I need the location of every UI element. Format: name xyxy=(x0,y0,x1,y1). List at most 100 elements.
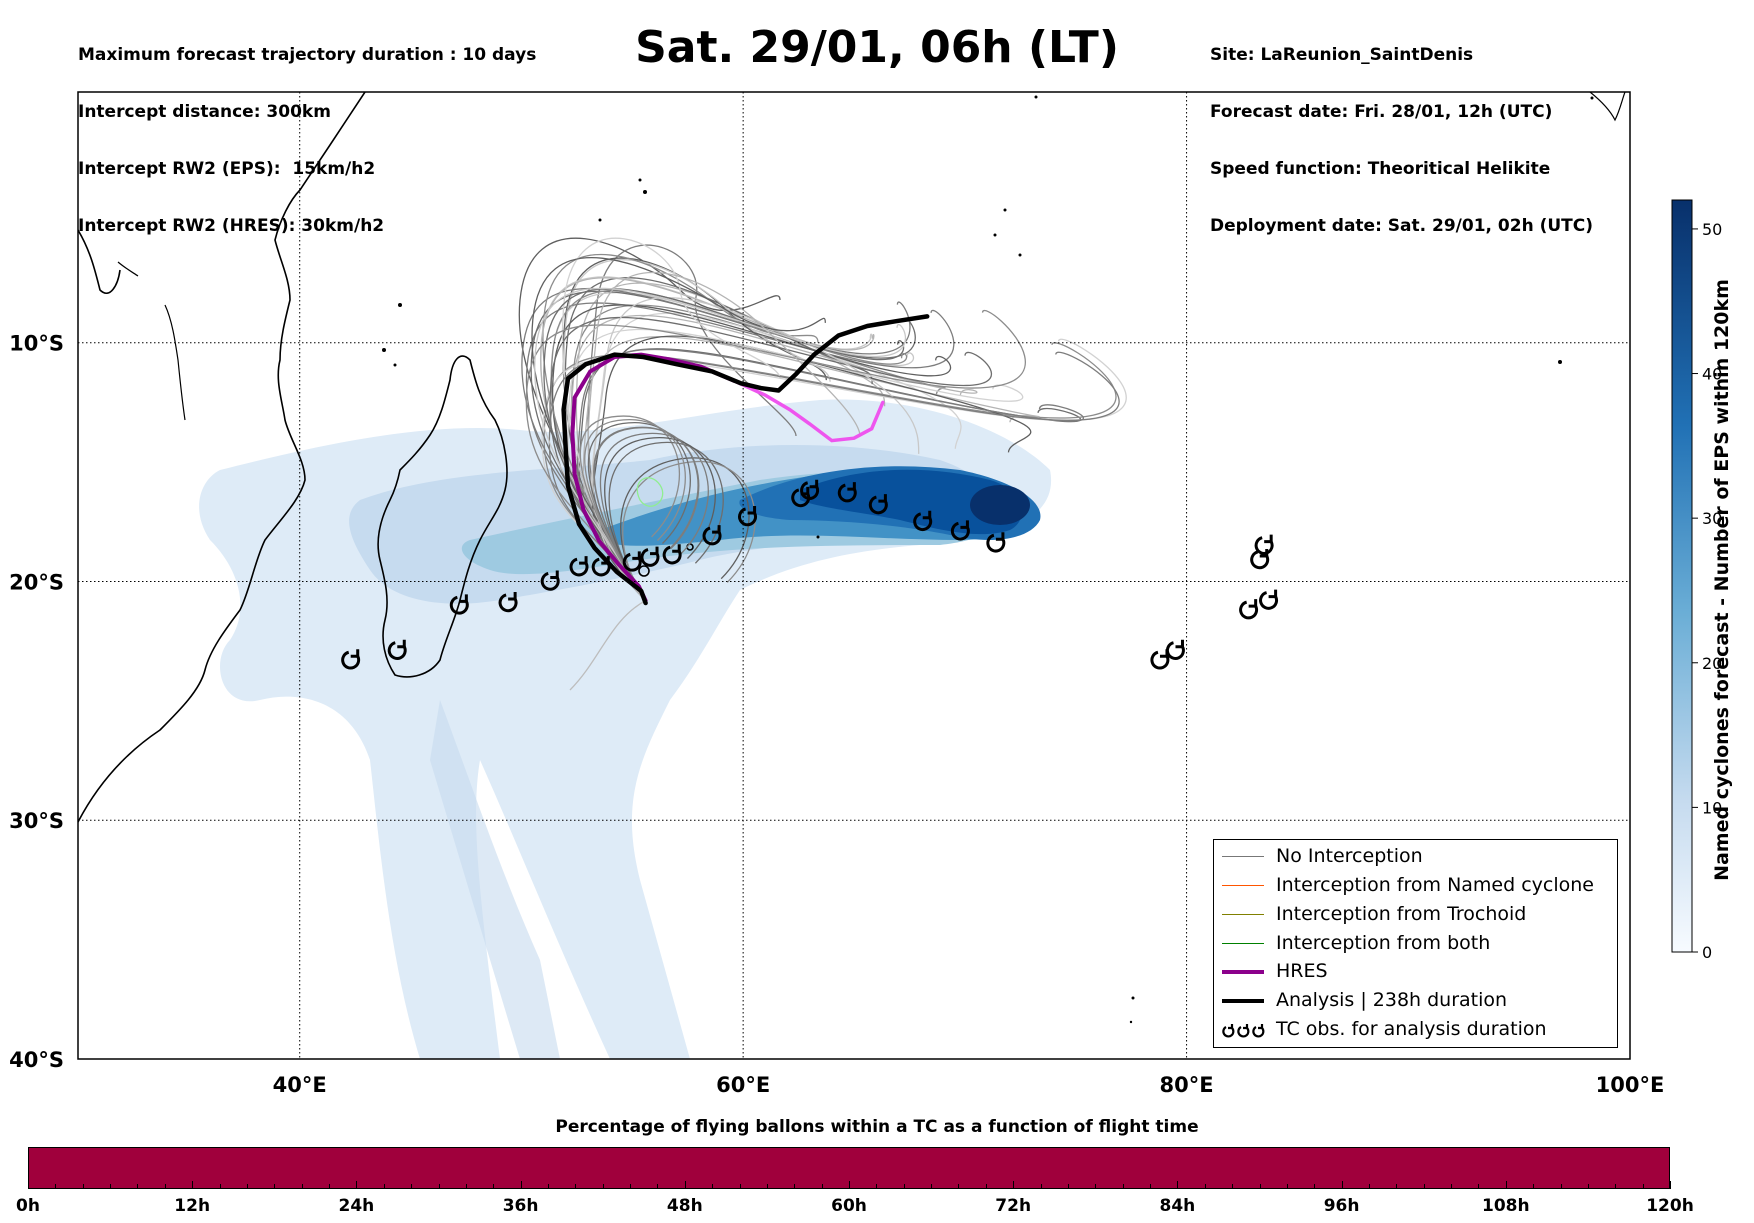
lon-label: 80°E xyxy=(1160,1073,1214,1097)
info-duration: Maximum forecast trajectory duration : 1… xyxy=(78,45,537,65)
legend-item-trochoid: Interception from Trochoid xyxy=(1214,902,1617,928)
tc-obs-icon xyxy=(1222,1024,1265,1038)
hres-track xyxy=(570,352,737,603)
eps-track xyxy=(569,599,646,691)
flight-time-tick-mark xyxy=(411,1184,413,1189)
flight-time-tick-mark xyxy=(1451,1184,1453,1189)
flight-time-tick-mark xyxy=(465,1184,467,1189)
tc-obs-marker xyxy=(868,494,888,515)
flight-time-tick-label: 36h xyxy=(502,1196,539,1216)
flight-time-tick-mark xyxy=(1150,1184,1152,1189)
eps-track xyxy=(552,304,952,601)
colorbar-tick-label: 10 xyxy=(1702,798,1722,817)
hres-track-late xyxy=(732,379,885,443)
tc-obs-marker xyxy=(341,649,361,670)
colorbar-ticks: 0 10 20 30 40 50 xyxy=(1692,220,1722,962)
legend-item-both: Interception from both xyxy=(1214,931,1617,957)
flight-time-tick-mark xyxy=(876,1184,878,1189)
flight-time-tick-mark xyxy=(630,1184,632,1189)
info-site: Site: LaReunion_SaintDenis xyxy=(1210,45,1474,65)
info-rw2-eps: Intercept RW2 (EPS): 15km/h2 xyxy=(78,159,376,179)
eps-track xyxy=(599,432,709,601)
map-frame xyxy=(77,91,1631,1060)
run-info-right: Site: LaReunion_SaintDenis Forecast date… xyxy=(1210,8,1593,255)
info-deployment-date: Deployment date: Sat. 29/01, 02h (UTC) xyxy=(1210,216,1594,236)
lon-label: 60°E xyxy=(716,1073,770,1097)
tc-obs-marker xyxy=(1254,534,1274,555)
flight-time-tick-mark xyxy=(766,1184,768,1189)
flight-time-tick-mark xyxy=(1560,1184,1562,1189)
eps-track xyxy=(543,342,1117,601)
page-title: Sat. 29/01, 06h (LT) xyxy=(635,22,1119,73)
flight-time-tick-mark xyxy=(1423,1184,1425,1189)
tc-obs-marker xyxy=(1150,649,1170,670)
flight-time-tick-mark xyxy=(657,1184,659,1189)
tc-obs-marker xyxy=(662,544,682,565)
islands xyxy=(382,95,1594,1024)
flight-time-tick-label: 12h xyxy=(174,1196,211,1216)
flight-time-tick-mark xyxy=(493,1184,495,1189)
flight-time-tick-mark xyxy=(1177,1181,1179,1189)
flight-time-tick-mark xyxy=(1533,1184,1535,1189)
flight-time-tick-mark xyxy=(1122,1184,1124,1189)
map-legend: No Interception Interception from Named … xyxy=(1213,839,1618,1048)
tc-obs-marker xyxy=(702,525,722,546)
legend-item-hres: HRES xyxy=(1214,959,1617,985)
flight-time-tick-label: 96h xyxy=(1323,1196,1360,1216)
flight-time-tick-mark xyxy=(849,1181,850,1189)
eps-track xyxy=(567,328,1024,601)
colorbar-tick-label: 50 xyxy=(1702,220,1722,239)
flight-time-tick-mark xyxy=(931,1184,933,1189)
legend-item-analysis: Analysis | 238h duration xyxy=(1214,988,1617,1014)
colorbar-label: Named cyclones forecast - Number of EPS … xyxy=(1711,279,1733,881)
tc-obs-marker xyxy=(950,520,970,541)
eps-track xyxy=(541,338,1127,601)
flight-time-tick-mark xyxy=(1040,1184,1042,1189)
flight-time-tick-mark xyxy=(1013,1181,1015,1189)
flight-time-tick-mark xyxy=(1368,1184,1370,1189)
flight-time-tick-label: 0h xyxy=(16,1196,40,1216)
tc-obs-marker xyxy=(986,532,1006,553)
analysis-track xyxy=(561,314,930,606)
lat-label: 10°S xyxy=(9,332,64,356)
flight-time-tick-label: 108h xyxy=(1482,1196,1530,1216)
flight-time-tick-label: 72h xyxy=(995,1196,1032,1216)
flight-time-tick-label: 84h xyxy=(1159,1196,1196,1216)
graticule xyxy=(78,92,1630,1059)
eps-track xyxy=(636,477,664,507)
flight-time-tick-mark xyxy=(55,1184,57,1189)
flight-time-tick-mark xyxy=(28,1181,29,1189)
flight-time-tick-mark xyxy=(958,1184,960,1189)
tc-obs-marker xyxy=(1250,548,1270,570)
flight-time-tick-mark xyxy=(82,1184,84,1189)
flight-time-tick-mark xyxy=(602,1184,604,1189)
flight-time-tick-mark xyxy=(575,1184,577,1189)
flight-time-tick-mark xyxy=(110,1184,112,1189)
flight-time-tick-mark xyxy=(1259,1184,1261,1189)
tc-obs-marker xyxy=(1165,639,1185,660)
colorbar-tick-label: 0 xyxy=(1702,943,1712,962)
flight-time-tick-mark xyxy=(438,1184,440,1189)
lon-label: 40°E xyxy=(273,1073,327,1097)
latitude-labels: 10°S 20°S 30°S 40°S xyxy=(9,332,64,1072)
tc-obs-marker xyxy=(622,551,642,572)
eps-track xyxy=(620,457,750,601)
tc-observations xyxy=(341,479,1279,670)
flight-time-tick-mark xyxy=(985,1184,987,1189)
tc-obs-marker xyxy=(913,510,933,532)
tc-obs-marker xyxy=(540,570,560,591)
flight-time-tick-mark xyxy=(383,1184,385,1189)
info-rw2-hres: Intercept RW2 (HRES): 30km/h2 xyxy=(78,216,385,236)
legend-item-no-interception: No Interception xyxy=(1214,844,1617,870)
lat-label: 30°S xyxy=(9,809,64,833)
colorbar-tick-label: 30 xyxy=(1702,509,1722,528)
flight-time-tick-mark xyxy=(137,1184,139,1189)
eps-track xyxy=(608,441,724,601)
lat-label: 40°S xyxy=(9,1048,64,1072)
flight-time-tick-mark xyxy=(1286,1184,1288,1189)
flight-time-tick-label: 24h xyxy=(338,1196,375,1216)
colorbar-tick-label: 40 xyxy=(1702,365,1722,384)
flight-time-tick-mark xyxy=(821,1184,823,1189)
flight-time-tick-label: 48h xyxy=(666,1196,703,1216)
